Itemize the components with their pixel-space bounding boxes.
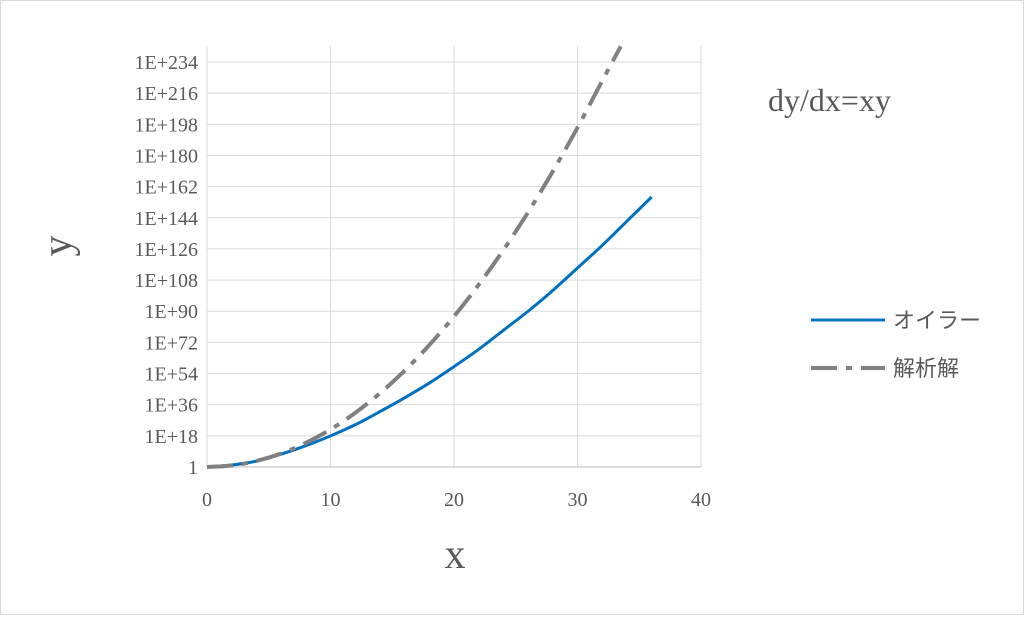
legend-label-1: 解析解: [893, 357, 959, 382]
y-tick-label: 1E+180: [135, 145, 199, 167]
equation-annotation: dy/dx=xy: [768, 82, 891, 118]
series-line-1: [206, 45, 623, 469]
x-tick-label: 0: [202, 489, 212, 511]
y-axis-label: y: [35, 236, 81, 257]
y-tick-label: 1: [188, 457, 198, 479]
y-tick-label: 1E+72: [145, 332, 199, 354]
legend-label-0: オイラー: [893, 309, 981, 334]
series-lines: [206, 45, 653, 469]
y-tick-label: 1E+18: [145, 426, 199, 448]
y-tick-labels: 1 1E+18 1E+36 1E+54 1E+72 1E+90 1E+108 1E+126 1E…: [135, 52, 199, 479]
y-tick-label: 1E+126: [135, 239, 199, 261]
x-tick-labels: 0 10 20 30 40: [202, 489, 711, 511]
y-tick-label: 1E+90: [145, 301, 199, 323]
y-tick-label: 1E+108: [135, 270, 199, 292]
x-tick-label: 30: [568, 489, 588, 511]
series-line-0: [206, 195, 653, 469]
x-tick-label: 10: [321, 489, 341, 511]
y-tick-label: 1E+36: [145, 395, 199, 417]
x-tick-label: 40: [691, 489, 711, 511]
y-tick-label: 1E+234: [135, 52, 199, 74]
y-tick-label: 1E+144: [135, 208, 199, 230]
y-tick-label: 1E+198: [135, 114, 199, 136]
y-tick-label: 1E+54: [145, 364, 199, 386]
y-tick-label: 1E+162: [135, 177, 199, 199]
x-tick-label: 20: [444, 489, 464, 511]
grid: [206, 46, 702, 468]
y-tick-label: 1E+216: [135, 83, 199, 105]
x-axis-label: x: [445, 532, 466, 578]
